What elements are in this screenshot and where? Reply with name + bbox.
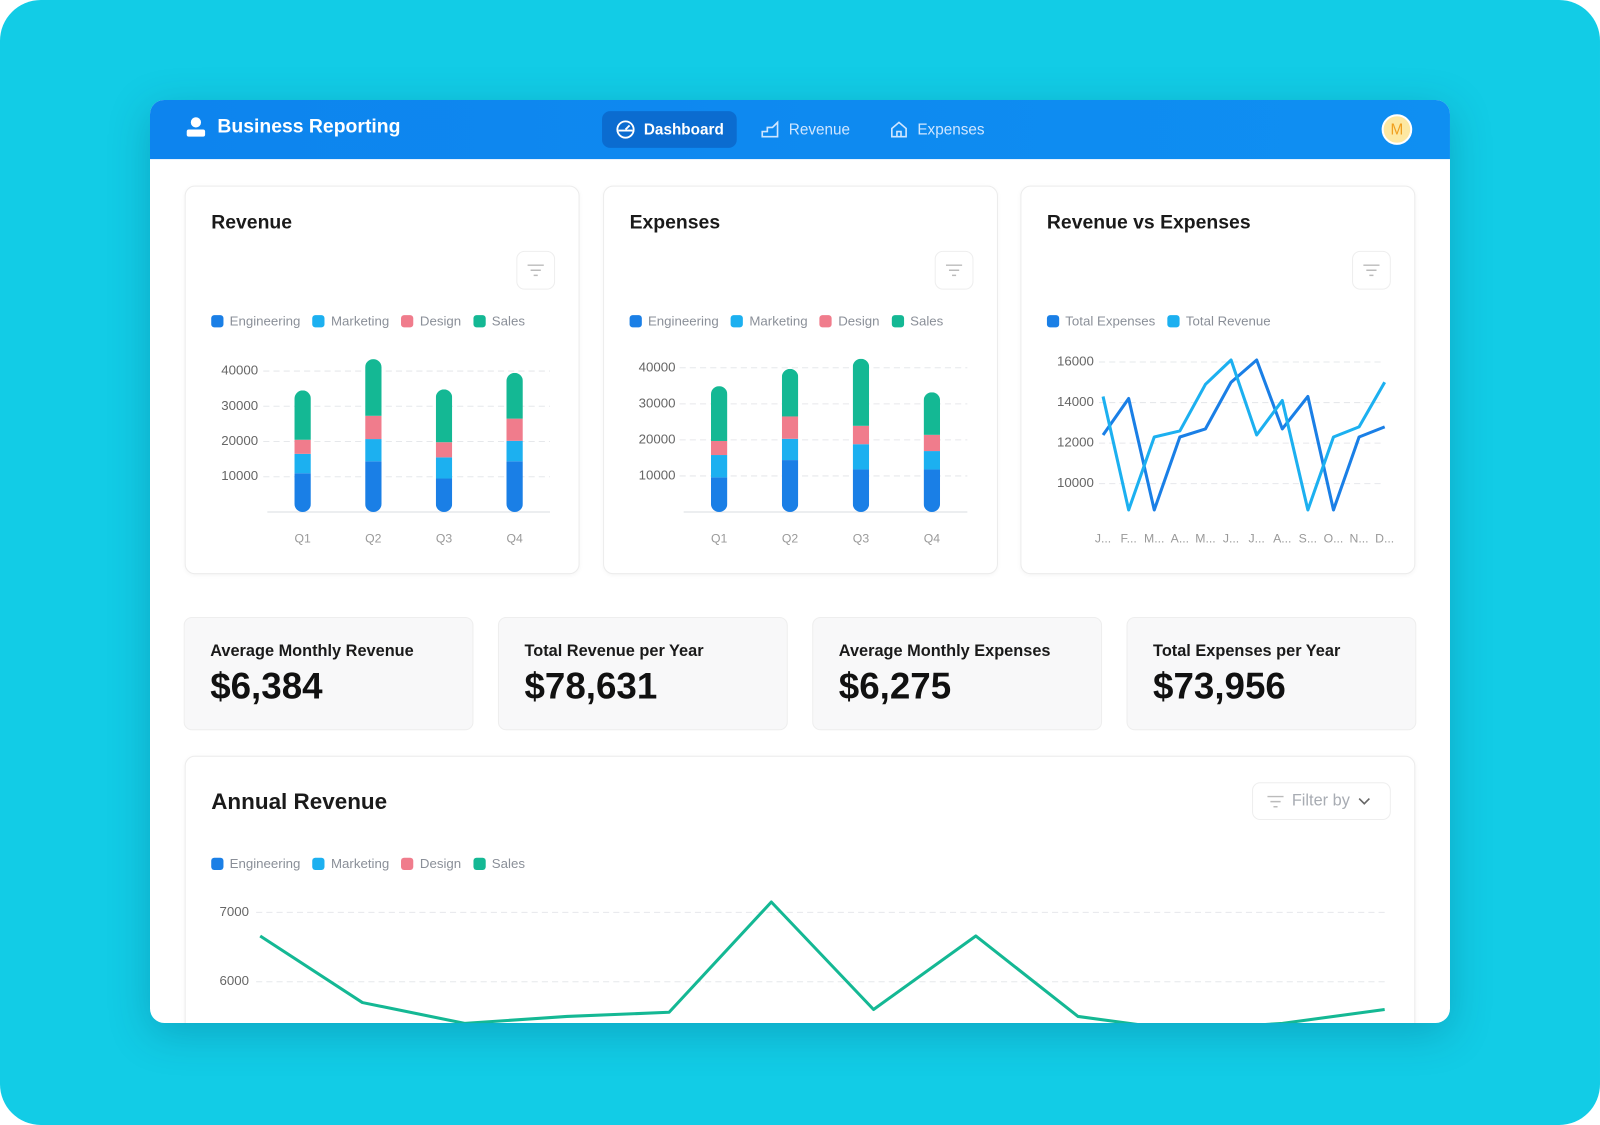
brand: Business Reporting [185,116,401,138]
stat-label: Average Monthly Revenue [210,642,414,660]
legend: Engineering Marketing Design Sales [211,313,525,328]
legend-label: Total Revenue [1185,313,1271,329]
legend-item: Design [819,313,880,329]
card-title: Revenue vs Expenses [1046,212,1251,234]
stat-label: Average Monthly Expenses [838,642,1051,660]
legend-swatch [401,314,414,327]
chevron [1358,797,1370,805]
brand-icon [186,117,206,137]
stat-card: Average Monthly Expenses $6,275 [812,617,1103,731]
legend-swatch [1167,314,1180,327]
card-title: Annual Revenue [211,788,388,814]
nav-label: Expenses [917,120,985,139]
legend: Total Expenses Total Revenue [1046,313,1271,329]
legend-label: Sales [910,313,944,329]
legend-label: Marketing [749,313,808,329]
stat-label: Total Expenses per Year [1153,642,1341,660]
legend-swatch [473,314,486,327]
legend-label: Sales [491,313,525,329]
legend-swatch [1046,314,1060,327]
legend-item: Engineering [211,856,300,871]
app-window: Business Reporting Dashboard Revenue Exp… [149,99,1450,1023]
revenue-card: Revenue Engineering Marketing Design Sales [184,185,580,575]
legend-label: Design [419,855,462,871]
stat-value: $6,384 [210,664,323,707]
legend-label: Design [838,313,880,329]
revenue-vs-expenses-card: Revenue vs Expenses Total Expenses Total … [1020,185,1416,575]
avatar[interactable]: M [1381,114,1413,145]
nav-revenue[interactable]: Revenue [747,111,863,148]
legend-swatch [401,857,414,870]
legend-item: Total Revenue [1167,313,1271,329]
legend-swatch [629,314,642,327]
expenses-card: Expenses Engineering Marketing Design Sales [603,185,998,575]
brand-title: Business Reporting [217,116,401,138]
card-title: Expenses [629,212,721,234]
legend-swatch [731,314,744,327]
stat-card: Total Revenue per Year $78,631 [497,617,788,731]
legend: Engineering Marketing Design Sales [211,856,525,871]
annual-revenue-card: Annual Revenue Filter by Engineering Mark… [184,755,1416,1023]
nav-label: Dashboard [643,120,724,139]
filter-label: Filter by [1291,791,1350,810]
nav-icon [616,120,635,139]
legend-swatch [819,314,833,327]
stat-value: $6,275 [838,664,952,707]
legend-item: Design [401,313,461,328]
nav-icon [761,120,779,138]
legend-item: Sales [473,313,525,328]
legend-swatch [211,314,224,327]
legend-item: Total Expenses [1046,313,1156,329]
nav-label: Revenue [788,120,851,139]
stat-value: $78,631 [524,664,658,707]
legend-item: Marketing [312,855,390,871]
top-bar: Business Reporting Dashboard Revenue Exp… [149,99,1450,160]
legend: Engineering Marketing Design Sales [629,313,944,329]
legend-swatch [473,857,486,870]
nav-dashboard[interactable]: Dashboard [602,111,738,148]
filter-button[interactable] [516,250,556,290]
nav-expenses[interactable]: Expenses [876,111,998,148]
filter-button[interactable] [1352,250,1391,290]
stat-card: Average Monthly Revenue $6,384 [183,617,474,731]
legend-swatch [312,314,325,327]
legend-label: Design [419,313,462,329]
legend-item: Sales [473,856,525,871]
legend-label: Engineering [647,313,719,329]
legend-label: Total Expenses [1065,313,1156,329]
legend-swatch [891,314,905,327]
stat-label: Total Revenue per Year [524,642,704,660]
legend-item: Sales [891,313,944,329]
legend-label: Sales [491,855,525,871]
nav-icon [891,121,907,138]
card-title: Revenue [211,212,293,234]
legend-swatch [211,857,224,870]
legend-swatch [312,857,325,870]
filter-dropdown[interactable]: Filter by [1252,782,1391,820]
filter-icon [1363,264,1380,277]
stat-value: $73,956 [1153,664,1286,707]
legend-label: Engineering [229,855,301,871]
stat-card: Total Expenses per Year $73,956 [1126,617,1417,731]
legend-label: Engineering [229,313,301,329]
legend-label: Marketing [331,855,390,871]
legend-item: Engineering [629,313,719,329]
legend-item: Engineering [211,313,300,328]
filter-icon [1267,795,1284,807]
legend-item: Marketing [312,313,390,329]
legend-item: Design [401,856,461,871]
legend-item: Marketing [731,313,808,328]
legend-label: Marketing [331,313,390,329]
filter-icon [527,264,544,277]
filter-icon [945,264,963,277]
filter-button[interactable] [934,250,974,290]
